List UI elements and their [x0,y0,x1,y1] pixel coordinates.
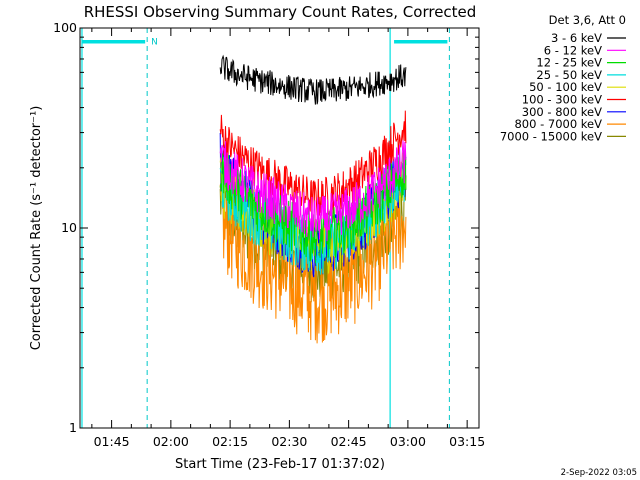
night-bar [81,40,146,44]
legend-label: 25 - 50 keV [536,68,602,82]
legend-entry: 100 - 300 keV [522,93,626,107]
legend-header: Det 3,6, Att 0 [549,13,626,27]
series-line [219,140,407,242]
legend-entry: 7000 - 15000 keV [500,129,626,143]
x-axis-label: Start Time (23-Feb-17 01:37:02) [175,457,385,472]
footer-timestamp: 2-Sep-2022 03:05 [561,468,637,478]
chart-title: RHESSI Observing Summary Count Rates, Co… [84,3,477,21]
legend-entry: 50 - 100 keV [529,80,626,94]
y-axis-label: Corrected Count Rate (s⁻¹ detector⁻¹) [29,106,44,351]
legend-label: 800 - 7000 keV [514,117,602,131]
y-tick-label: 10 [61,220,77,235]
x-tick-label: 01:45 [94,434,130,449]
x-tick-label: 02:00 [153,434,189,449]
series-layer [219,54,407,344]
x-tick-label: 03:15 [449,434,485,449]
series-line [219,110,407,217]
x-tick-label: 02:15 [212,434,248,449]
legend-entry: 300 - 800 keV [522,105,626,119]
legend-entry: 12 - 25 keV [536,56,626,70]
legend-entry: 6 - 12 keV [544,43,626,57]
x-tick-label: 02:30 [271,434,307,449]
y-tick-label: 1 [69,420,77,435]
legend-label: 7000 - 15000 keV [500,129,602,143]
x-tick-label: 03:00 [390,434,426,449]
legend-entry: 25 - 50 keV [536,68,626,82]
series-line [219,150,407,264]
axes: 01:45 02:00 02:15 02:30 02:45 03:00 03:15 1 10 10… [53,20,485,449]
night-bar [394,40,448,44]
legend-label: 100 - 300 keV [522,93,602,107]
y-tick-label: 100 [53,20,77,35]
legend-entry: 800 - 7000 keV [514,117,626,131]
legend-entry: 3 - 6 keV [551,31,626,45]
x-tick-label: 02:45 [331,434,367,449]
night-label: N [151,38,158,48]
legend-label: 50 - 100 keV [529,80,602,94]
legend-label: 3 - 6 keV [551,31,602,45]
legend-label: 300 - 800 keV [522,105,602,119]
series-line [219,54,407,105]
legend-label: 6 - 12 keV [544,43,602,57]
legend-label: 12 - 25 keV [536,56,602,70]
